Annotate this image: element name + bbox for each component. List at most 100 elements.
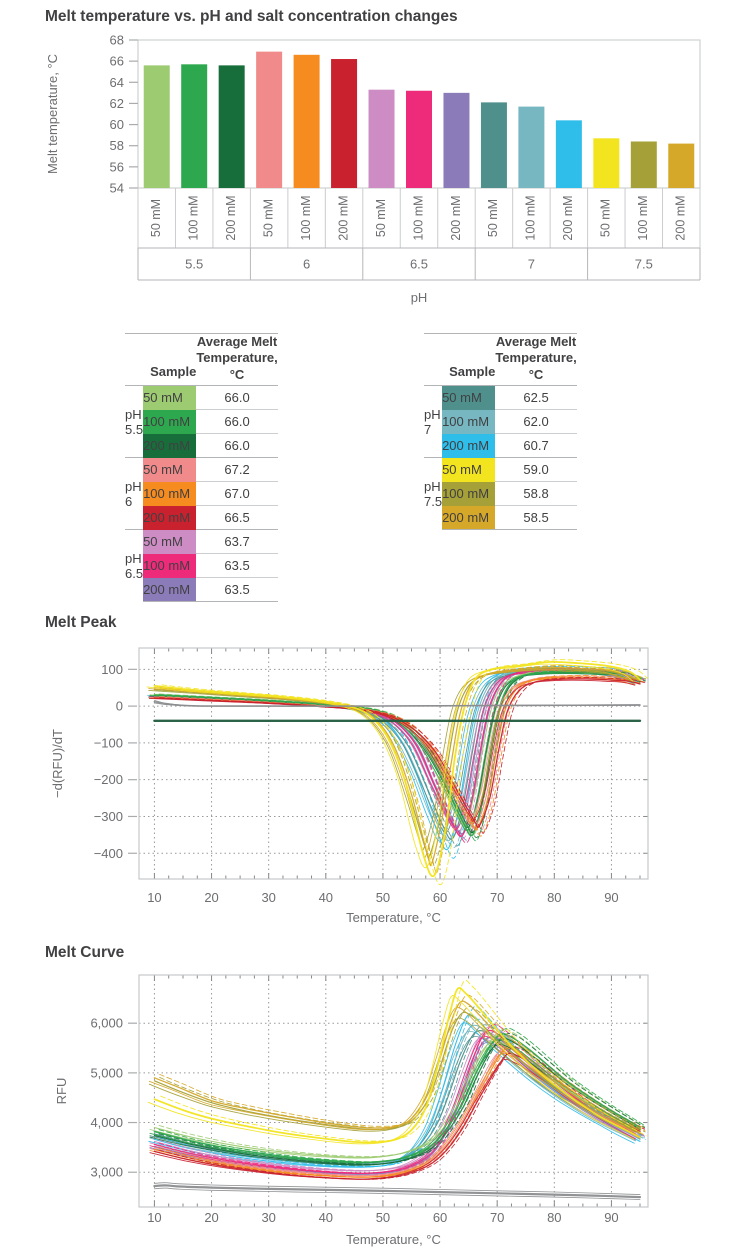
avg-melt-value-cell: 63.5 — [196, 577, 278, 602]
y-tick-label: 100 — [101, 662, 123, 677]
ph-group-cell: pH 6.5 — [125, 529, 144, 602]
sample-cell: 100 mM — [442, 481, 496, 506]
melt-table-left: Sample Average Melt Temperature, °C pH 5.5 5… — [125, 333, 278, 602]
x-tick-label: 30 — [261, 1210, 275, 1225]
series-ph-5-5-100-mm — [153, 671, 641, 837]
sample-cell: 100 mM — [143, 481, 197, 506]
sample-cell: 50 mM — [143, 385, 197, 410]
bar-category-label: 100 mM — [524, 195, 538, 240]
avg-melt-column-header: Average Melt Temperature, °C — [495, 333, 577, 386]
series-ph-7-100-mm — [149, 1030, 636, 1166]
bar-6.5-200 mM — [443, 92, 470, 188]
bar-category-label: 50 mM — [486, 199, 500, 237]
bar-7.5-50 mM — [593, 138, 620, 188]
bar-category-label: 100 mM — [186, 195, 200, 240]
series-ph-7-200-mm — [148, 1022, 635, 1168]
ph-group-label: 6 — [303, 257, 310, 272]
avg-melt-value-cell: 58.5 — [495, 505, 577, 530]
sample-column-header: Sample — [442, 333, 496, 386]
y-axis-label: −d(RFU)/dT — [50, 729, 65, 798]
bar-5.5-200 mM — [218, 65, 245, 188]
series-ph-5-5-50-mm — [153, 1034, 641, 1158]
avg-melt-value-cell: 66.0 — [196, 433, 278, 458]
series-ph-5-5-100-mm — [158, 1027, 646, 1163]
y-tick-label: 4,000 — [90, 1115, 123, 1130]
avg-melt-value-cell: 60.7 — [495, 433, 577, 458]
y-tick-label: 3,000 — [90, 1165, 123, 1180]
x-tick-label: 40 — [319, 890, 333, 905]
plot-border — [138, 974, 649, 1208]
bar-category-label: 200 mM — [224, 195, 238, 240]
sample-cell: 50 mM — [143, 457, 197, 482]
bar-x-axis-label: pH — [411, 290, 428, 305]
avg-melt-column-header: Average Melt Temperature, °C — [196, 333, 278, 386]
melt-table-right: Sample Average Melt Temperature, °C pH 7 50 … — [424, 333, 577, 530]
sample-cell: 50 mM — [143, 529, 197, 554]
bar-chart: 54 56 58 60 62 64 66 68 Melt temperature, °C 50 m… — [45, 33, 701, 305]
series-ph-7-5-100-mm — [153, 667, 641, 859]
series-ph-7-50-mm — [153, 670, 641, 840]
x-tick-label: 80 — [547, 1210, 561, 1225]
x-tick-label: 20 — [204, 1210, 218, 1225]
series-ph-7-5-100-mm — [159, 1006, 646, 1133]
ph-group-label: 6.5 — [410, 257, 428, 272]
x-tick-label: 80 — [547, 890, 561, 905]
series-ph-5-5-50-mm — [149, 1040, 636, 1159]
bar-category-label: 100 mM — [636, 195, 650, 240]
sample-cell: 50 mM — [442, 385, 496, 410]
bar-category-label: 50 mM — [149, 199, 163, 237]
y-tick-label: 6,000 — [90, 1016, 123, 1031]
sample-cell: 200 mM — [442, 433, 496, 458]
sample-cell: 200 mM — [143, 505, 197, 530]
bar-7-50 mM — [480, 102, 507, 188]
x-axis-label: Temperature, °C — [346, 910, 441, 925]
x-tick-label: 90 — [604, 1210, 618, 1225]
y-tick-label: −300 — [94, 809, 123, 824]
x-tick-label: 10 — [147, 1210, 161, 1225]
x-tick-label: 10 — [147, 890, 161, 905]
x-tick-label: 70 — [490, 890, 504, 905]
avg-melt-value-cell: 58.8 — [495, 481, 577, 506]
plot-border — [138, 647, 649, 880]
series-ph-7-5-50-mm — [160, 979, 647, 1142]
series-ph-7-5-50-mm — [161, 659, 648, 886]
bar-category-label: 200 mM — [449, 195, 463, 240]
y-tick-label: 64 — [110, 75, 124, 90]
bar-6-200 mM — [331, 59, 358, 189]
bar-category-label: 50 mM — [374, 199, 388, 237]
melt-peak-heading: Melt Peak — [45, 614, 117, 631]
series-ph-7-5-50-mm — [153, 660, 641, 878]
x-tick-label: 50 — [376, 890, 390, 905]
series-ph-7-5-50-mm — [146, 663, 634, 869]
bar-y-axis-label: Melt temperature, °C — [45, 54, 60, 174]
y-tick-label: 68 — [110, 33, 124, 48]
ph-group-cell: pH 7.5 — [424, 457, 443, 530]
table-corner-cell — [125, 333, 144, 386]
series-ph-7-5-50-mm — [153, 987, 641, 1144]
series-ph-7-5-200-mm — [148, 668, 635, 859]
ph-group-cell: pH 7 — [424, 406, 441, 437]
series-ph-6-200-mm — [153, 678, 641, 829]
avg-melt-value-cell: 66.0 — [196, 409, 278, 434]
y-tick-label: 66 — [110, 54, 124, 69]
ph-group-label: 5.5 — [185, 257, 203, 272]
series-ph-7-5-200-mm — [148, 1006, 636, 1135]
bar-6.5-50 mM — [368, 89, 395, 188]
y-tick-label: 54 — [110, 181, 124, 196]
x-tick-label: 70 — [490, 1210, 504, 1225]
series-ph-5-5-200-mm — [149, 673, 636, 828]
series-ph-7-50-mm — [148, 672, 635, 834]
avg-melt-value-cell: 66.5 — [196, 505, 278, 530]
series-ph-5-5-100-mm — [149, 672, 636, 831]
avg-melt-value-cell: 62.0 — [495, 409, 577, 434]
y-tick-label: −100 — [94, 735, 123, 750]
avg-melt-value-cell: 66.0 — [224, 390, 250, 405]
avg-melt-value-cell: 63.5 — [196, 553, 278, 578]
bar-category-label: 100 mM — [299, 195, 313, 240]
x-tick-label: 20 — [204, 890, 218, 905]
y-axis-label: RFU — [54, 1078, 69, 1105]
y-tick-label: −200 — [94, 772, 123, 787]
sample-cell: 100 mM — [442, 409, 496, 434]
y-tick-label: 60 — [110, 117, 124, 132]
